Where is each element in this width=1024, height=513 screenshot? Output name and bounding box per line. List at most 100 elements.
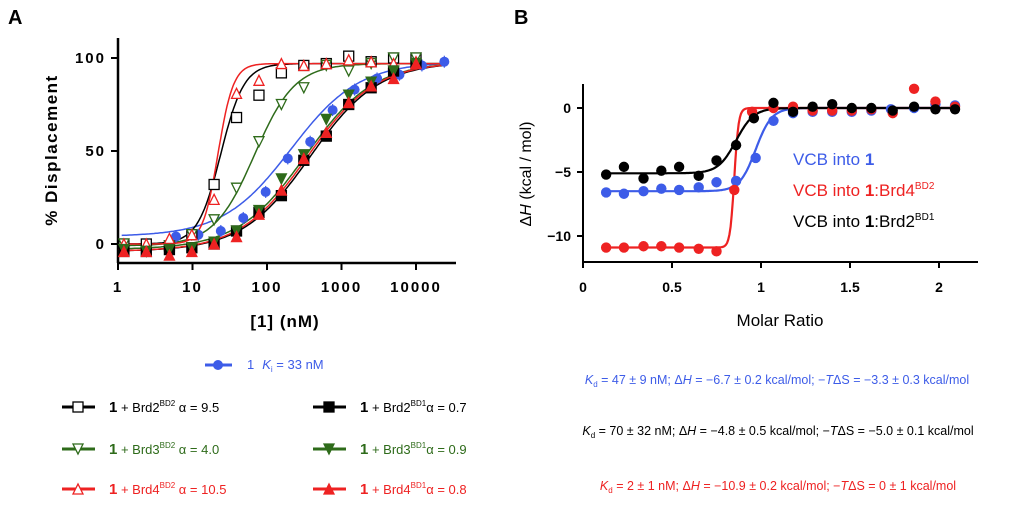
data-point-brd4bd2 [252, 73, 266, 86]
data-point-brd4bd1 [117, 244, 130, 258]
itc-result-vcb1-brd2: Kd = 70 ± 32 nM; ΔH = −4.8 ± 0.5 kcal/mo… [582, 424, 973, 440]
data-point-vcb1brd2 [887, 105, 898, 116]
legend-entry-brd2bd2: 1 + Brd2BD2 α = 9.5 [109, 399, 219, 416]
data-point-blue [305, 136, 316, 147]
x-tick-label-b: 2 [935, 279, 943, 295]
data-point-vcb1brd4 [908, 83, 920, 95]
legend-marker-brd3bd2 [71, 443, 85, 456]
x-tick-label-a: 1 [113, 279, 123, 296]
y-axis-label-a: % Displacement [42, 74, 61, 225]
legend-b-vcb1: VCB into 1 [793, 150, 874, 169]
data-point-vcb1brd2 [673, 161, 685, 173]
data-point-vcb1brd2 [787, 106, 799, 118]
data-point-brd4bd2 [275, 57, 288, 70]
x-tick-label-a: 1000 [321, 279, 362, 296]
y-tick-label-a: 50 [85, 143, 106, 160]
data-point-vcb1brd2 [949, 104, 961, 115]
data-point-vcb1brd2 [638, 173, 649, 184]
data-point-vcb1 [711, 177, 722, 188]
data-point-vcb1brd4 [618, 242, 630, 253]
data-point-vcb1brd2 [827, 98, 838, 110]
data-point-vcb1 [693, 182, 704, 193]
legend-entry-brd4bd1: 1 + Brd4BD1α = 0.8 [360, 481, 467, 498]
legend-b-vcb1-brd2: VCB into 1:Brd2BD1 [793, 212, 935, 231]
chart-b-itc: 0 0.5 1 1.5 2 0 −5 −10 Molar Ratio ΔH (kcal / m… [518, 83, 978, 330]
legend-entry-brd3bd1: 1 + Brd3BD1α = 0.9 [360, 441, 467, 458]
data-point-brd3bd2 [230, 182, 243, 195]
legend-marker-brd3bd1 [322, 443, 336, 456]
data-point-vcb1brd4 [930, 96, 941, 107]
x-tick-label-b: 0.5 [662, 279, 682, 295]
data-point-vcb1brd4 [711, 246, 722, 257]
panel-label-b: B [514, 7, 528, 29]
x-axis-label-a: [1] (nM) [250, 312, 319, 331]
data-point-vcb1 [768, 115, 779, 127]
itc-result-vcb1-brd4: Kd = 2 ± 1 nM; ΔH = −10.9 ± 0.2 kcal/mol… [600, 479, 956, 495]
legend-entry-brd3bd2: 1 + Brd3BD2 α = 4.0 [109, 441, 219, 458]
data-point-vcb1 [618, 188, 630, 199]
data-point-brd4bd2 [208, 192, 221, 206]
legend-a-blue: 1 Ki = 33 nM [247, 357, 324, 374]
data-point-brd4bd2 [320, 57, 333, 70]
data-point-vcb1brd2 [656, 165, 667, 176]
data-point-brd4bd1 [230, 230, 243, 243]
data-point-blue [170, 231, 181, 242]
data-point-brd4bd2 [230, 86, 243, 99]
data-point-brd2bd2 [208, 178, 220, 191]
data-point-vcb1brd4 [600, 242, 612, 253]
data-point-blue [439, 56, 450, 67]
data-point-vcb1brd2 [846, 102, 857, 114]
data-point-brd4bd2 [365, 55, 378, 68]
data-point-brd4bd1 [163, 248, 176, 261]
data-point-vcb1brd4 [729, 184, 740, 196]
data-point-brd4bd1 [365, 79, 378, 92]
data-point-blue [327, 105, 338, 116]
legend-marker-brd2bd2 [72, 401, 84, 413]
legend-b-vcb1-brd4: VCB into 1:Brd4BD2 [793, 181, 935, 200]
data-point-brd4bd1 [409, 57, 423, 70]
legend-marker-brd2bd1 [323, 401, 335, 413]
x-tick-label-b: 0 [579, 279, 587, 295]
data-point-brd4bd1 [140, 244, 153, 258]
data-point-vcb1brd4 [693, 243, 704, 254]
data-point-vcb1 [600, 187, 612, 198]
x-tick-label-a: 10 [182, 279, 203, 296]
x-tick-label-a: 10000 [390, 279, 442, 296]
data-point-brd2bd2 [275, 67, 288, 79]
data-point-vcb1brd2 [730, 139, 742, 151]
data-point-vcb1brd4 [656, 241, 667, 252]
data-point-vcb1brd2 [748, 113, 760, 124]
data-point-vcb1 [656, 183, 667, 194]
data-point-brd4bd1 [208, 237, 221, 250]
data-point-vcb1 [638, 186, 649, 197]
fit-curve-brd2bd2 [121, 62, 446, 245]
data-point-vcb1brd2 [866, 102, 877, 114]
data-point-vcb1brd4 [673, 242, 685, 253]
data-point-brd2bd2 [253, 89, 265, 101]
legend-a: 1 Ki = 33 nM 1 + Brd2BD2 α = 9.5 1 + Brd2B… [62, 357, 467, 498]
fit-curve-brd3bd2 [121, 62, 446, 247]
y-tick-label-a: 100 [75, 50, 106, 67]
data-point-brd4bd2 [342, 53, 355, 66]
data-point-vcb1brd2 [600, 169, 612, 180]
data-point-vcb1brd2 [618, 161, 630, 173]
data-point-brd3bd2 [297, 82, 310, 95]
y-tick-label-b: −10 [547, 228, 571, 244]
legend-b: VCB into 1 VCB into 1:Brd4BD2 VCB into 1… [793, 150, 935, 231]
legend-entry-brd4bd2: 1 + Brd4BD2 α = 10.5 [109, 481, 226, 498]
x-tick-label-a: 100 [251, 279, 282, 296]
data-point-vcb1brd2 [930, 104, 941, 115]
data-point-brd3bd1 [320, 113, 333, 126]
data-point-brd3bd1 [275, 173, 288, 186]
data-point-brd4bd1 [252, 207, 266, 220]
data-point-brd4bd1 [297, 151, 310, 165]
data-point-blue [215, 225, 226, 236]
legend-marker-blue [213, 360, 223, 370]
data-point-vcb1brd2 [768, 97, 779, 109]
legend-marker-brd4bd2 [71, 482, 85, 495]
itc-result-vcb1: Kd = 47 ± 9 nM; ΔH = −6.7 ± 0.2 kcal/mol… [585, 373, 969, 389]
y-tick-label-a: 0 [96, 236, 106, 253]
x-tick-label-b: 1 [757, 279, 765, 295]
data-point-vcb1brd2 [908, 101, 920, 112]
